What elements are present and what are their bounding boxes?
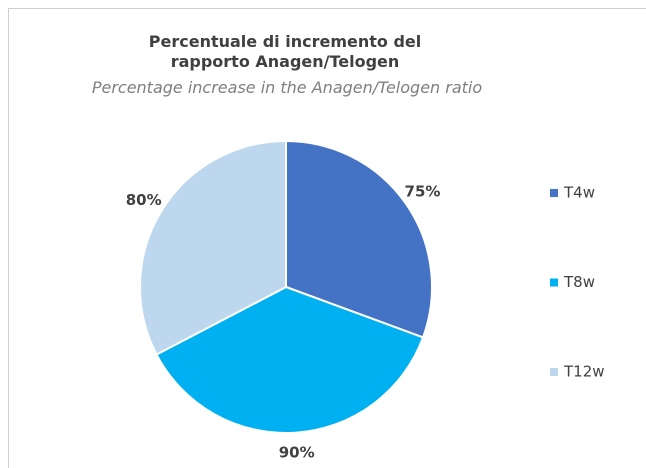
legend-label: T4w (563, 184, 595, 202)
data-label: 90% (279, 444, 315, 462)
chart-subtitle: Percentage increase in the Anagen/Teloge… (91, 78, 483, 97)
data-label: 75% (405, 182, 441, 200)
legend-swatch (550, 368, 558, 376)
data-label: 80% (126, 191, 162, 209)
legend-swatch (550, 189, 558, 197)
chart-title: Percentuale di incremento del rapporto A… (148, 32, 422, 71)
chart-frame (8, 8, 646, 468)
pie-slice (155, 285, 425, 434)
legend-swatch (550, 278, 558, 287)
pie-slice (285, 139, 433, 339)
legend-label: T12w (563, 363, 605, 381)
pie-slice (139, 139, 287, 356)
legend-label: T8w (563, 273, 595, 291)
